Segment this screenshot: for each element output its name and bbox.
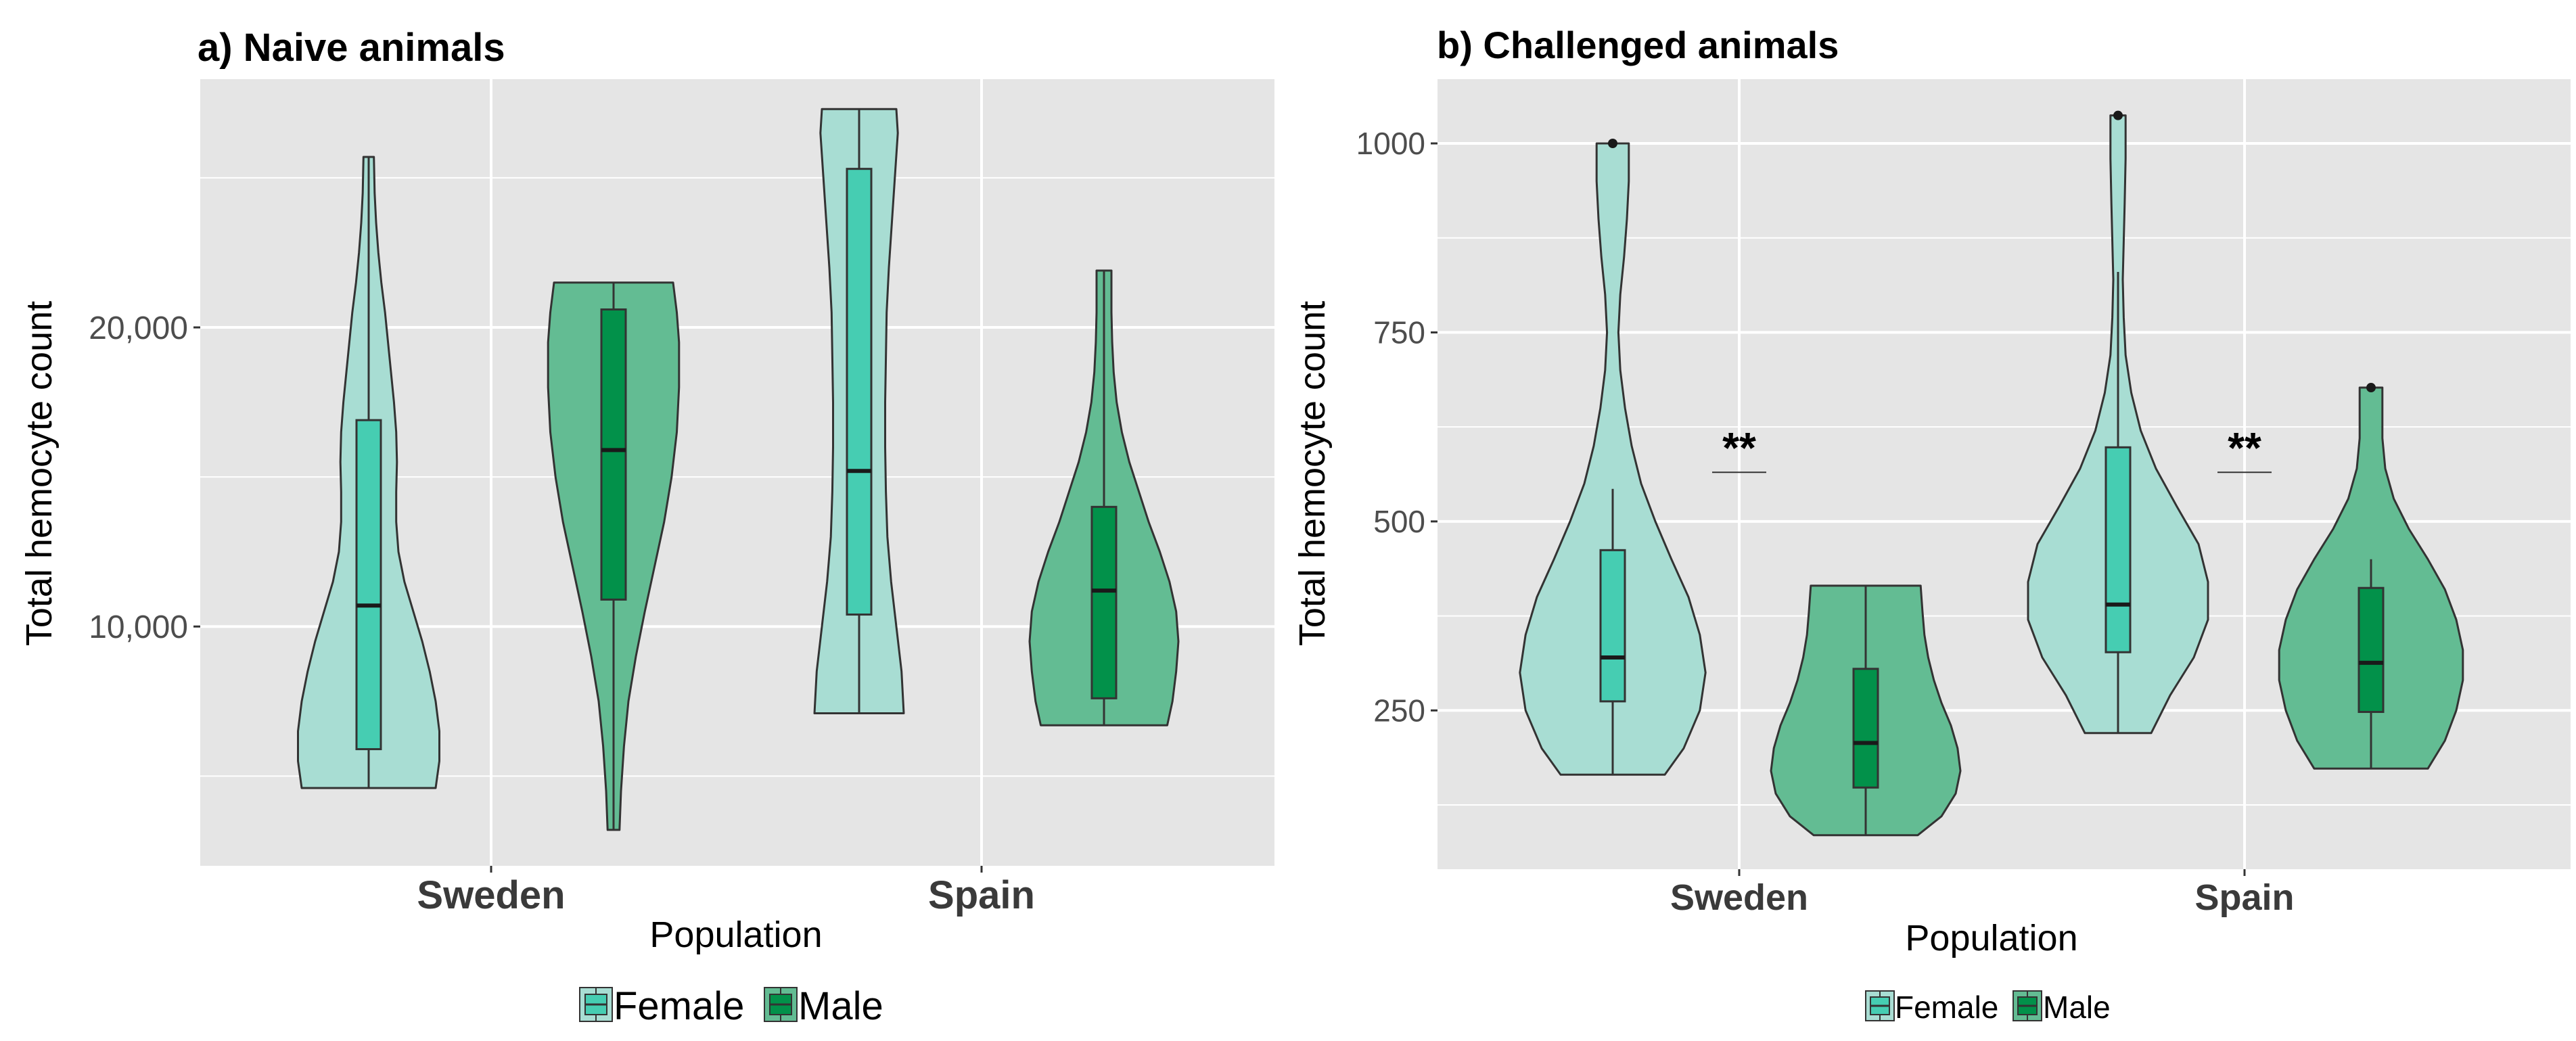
- panel-a-spain-female-box: [846, 168, 873, 616]
- panel-a-xtick-sweden: Sweden: [417, 873, 565, 917]
- panel-b-sweden-female-outlier-point: [1608, 139, 1617, 149]
- panel-a-y-axis-title: Total hemocyte count: [19, 301, 60, 646]
- panel-b-x-axis-title: Population: [1905, 918, 2077, 958]
- panel-b-y-axis-title: Total hemocyte count: [1292, 301, 1333, 646]
- panel-b-spain-female-outlier-point: [2113, 110, 2123, 120]
- panel-b-legend-male-key: [2013, 990, 2042, 1021]
- panel-b-legend: Female Male: [1865, 990, 2111, 1025]
- panel-a-legend-male-key: [764, 987, 798, 1022]
- panel-b-legend-female-label: Female: [1895, 990, 1998, 1025]
- panel-b-sweden-female-box: [1599, 549, 1626, 703]
- panel-b-sweden-female-violin: [1519, 142, 1707, 776]
- panel-a-xtick-spain: Spain: [928, 873, 1035, 917]
- panel-b-xtick-sweden: Sweden: [1670, 877, 1808, 918]
- panel-b-spain-female-box: [2104, 446, 2132, 653]
- panel-b-xtick-spain: Spain: [2194, 877, 2294, 918]
- panel-b-ytick-label: 250: [1373, 693, 1425, 728]
- panel-b-spain-male-outlier-point: [2366, 383, 2376, 393]
- panel-a-sweden-female-box: [355, 419, 382, 751]
- panel-b-sweden-male-box: [1852, 668, 1879, 789]
- panel-b-title: b) Challenged animals: [1437, 24, 1839, 66]
- panel-b-ytick-label: 750: [1373, 315, 1425, 350]
- panel-a-legend-female-key: [579, 987, 613, 1022]
- panel-a-x-axis-title: Population: [649, 915, 822, 955]
- panel-a: a) Naive animals 10,000 20,000 Sweden Spa…: [19, 26, 1274, 1028]
- panel-a-title: a) Naive animals: [198, 26, 505, 70]
- panel-b-spain-male-box: [2358, 586, 2385, 714]
- panel-a-legend-male-label: Male: [798, 984, 883, 1028]
- panel-a-sweden-male-box: [600, 308, 627, 601]
- panel-a-ytick-label: 20,000: [89, 310, 188, 346]
- panel-b: b) Challenged animals 250 500 750 1000 ** **…: [1292, 24, 2571, 1025]
- panel-b-spain-significance-label: **: [2228, 423, 2261, 472]
- panel-b-legend-female-key: [1865, 990, 1895, 1021]
- panel-a-spain-male-box: [1090, 505, 1118, 699]
- panel-a-legend-female-label: Female: [614, 984, 744, 1028]
- panel-a-legend: Female Male: [579, 984, 883, 1028]
- panel-b-ytick-label: 1000: [1356, 126, 1425, 161]
- panel-b-legend-male-label: Male: [2043, 990, 2111, 1025]
- panel-a-ytick-label: 10,000: [89, 609, 188, 645]
- panel-b-sweden-significance-label: **: [1722, 423, 1756, 472]
- panel-b-ytick-label: 500: [1373, 504, 1425, 539]
